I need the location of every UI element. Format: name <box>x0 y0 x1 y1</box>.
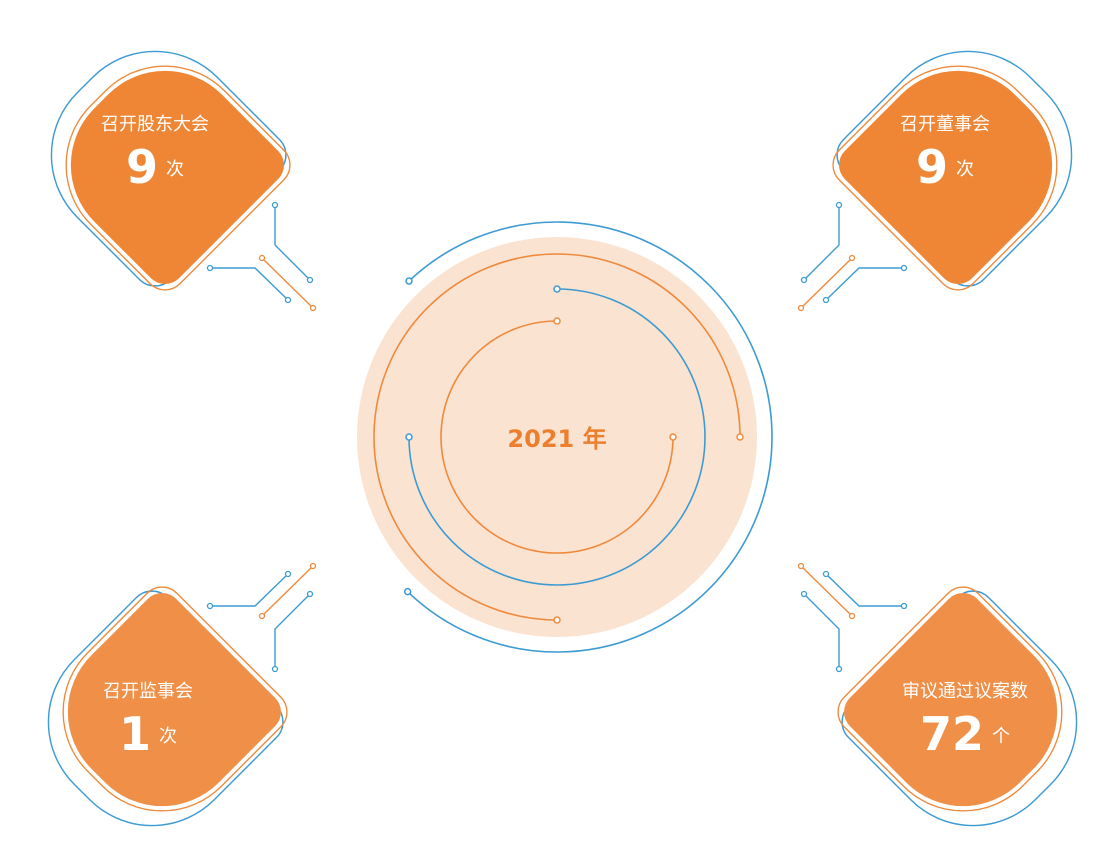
card-value: 9 <box>916 140 948 194</box>
card-value: 72 <box>920 707 984 761</box>
connector <box>261 565 314 617</box>
arc-dot <box>553 616 561 624</box>
card: 审议通过议案数 72 个 <box>837 586 1078 827</box>
card-outline-orange <box>65 65 291 291</box>
connector <box>274 593 311 669</box>
connector-dot <box>309 562 317 570</box>
connector-dot <box>835 201 843 209</box>
card: 召开股东大会 9 次 <box>50 50 291 291</box>
connector-dot <box>284 570 292 578</box>
connector <box>800 565 853 617</box>
arc-dot <box>405 277 413 285</box>
connector-dot <box>822 296 830 304</box>
card-outline-orange <box>62 586 288 812</box>
connector <box>800 257 853 309</box>
connector <box>210 573 289 607</box>
connector <box>261 257 314 309</box>
connector-dot <box>258 612 266 620</box>
center-title: 2021 年 <box>507 425 606 453</box>
connector-dot <box>900 602 908 610</box>
card-outline-orange <box>832 65 1058 291</box>
connector-dot <box>835 665 843 673</box>
card-value-line: 72 个 <box>920 707 1010 761</box>
connector-dot <box>797 304 805 312</box>
center-disc <box>357 237 757 637</box>
arc-dot <box>403 587 412 596</box>
ring-arc <box>440 320 674 554</box>
card-shape <box>839 70 1053 284</box>
card-label: 召开股东大会 <box>101 114 209 135</box>
ring-arc <box>373 253 741 621</box>
connector-dot <box>822 570 830 578</box>
connector-dot <box>284 296 292 304</box>
connector-dot <box>800 276 808 284</box>
arc-dot <box>405 433 413 441</box>
card: 召开董事会 9 次 <box>832 50 1073 291</box>
connector <box>274 205 311 281</box>
arc-dot <box>553 285 561 293</box>
arc-dot <box>736 433 744 441</box>
connector-dot <box>800 590 808 598</box>
card: 召开监事会 1 次 <box>47 586 288 827</box>
connector <box>803 205 840 281</box>
card-value: 1 <box>119 707 151 761</box>
card-shape <box>844 593 1058 807</box>
card-unit: 次 <box>166 159 184 180</box>
card-label: 审议通过议案数 <box>902 681 1028 702</box>
connector-dot <box>306 276 314 284</box>
connector-dot <box>206 602 214 610</box>
connector-dot <box>848 254 856 262</box>
connector <box>210 267 289 301</box>
card-label: 召开董事会 <box>900 114 990 135</box>
card-unit: 个 <box>992 726 1010 747</box>
connector <box>825 267 904 301</box>
connector-dot <box>309 304 317 312</box>
arc-dot <box>553 317 561 325</box>
connector-dot <box>271 665 279 673</box>
card-unit: 次 <box>159 726 177 747</box>
connector <box>803 593 840 669</box>
connector-dot <box>258 254 266 262</box>
connector-dot <box>900 264 908 272</box>
ring-arc <box>408 288 706 586</box>
connector <box>825 573 904 607</box>
connector-dot <box>306 590 314 598</box>
card-shape <box>67 593 281 807</box>
connector-dot <box>271 201 279 209</box>
card-outline-orange <box>837 586 1063 812</box>
card-label: 召开监事会 <box>103 681 193 702</box>
arc-dot <box>669 433 677 441</box>
connector-dot <box>797 562 805 570</box>
connector-dot <box>848 612 856 620</box>
card-shape <box>70 70 284 284</box>
card-unit: 次 <box>956 159 974 180</box>
connector-dot <box>206 264 214 272</box>
card-value: 9 <box>126 140 158 194</box>
ring-arc <box>407 221 773 653</box>
